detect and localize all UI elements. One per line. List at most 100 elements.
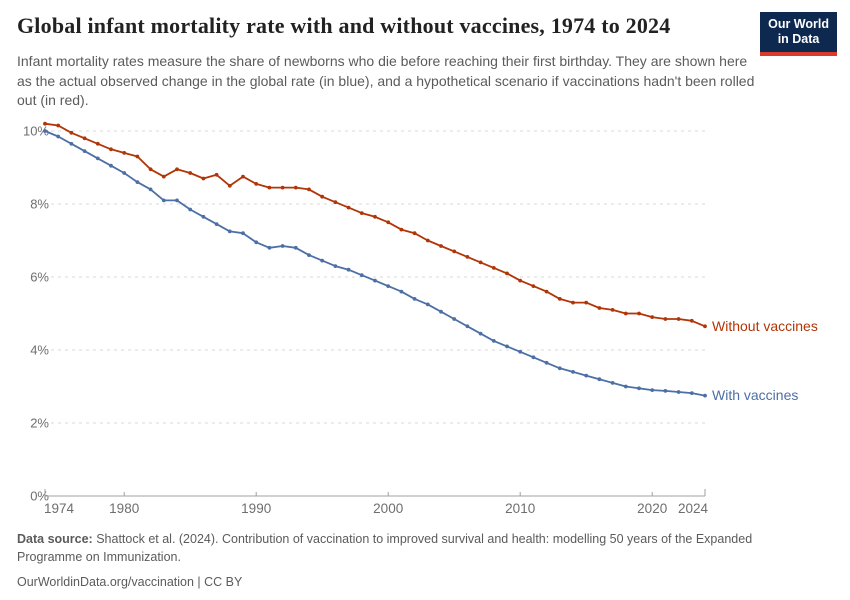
data-point-with-vaccines (43, 129, 47, 133)
data-point-with-vaccines (505, 344, 509, 349)
chart-title: Global infant mortality rate with and wi… (17, 13, 671, 38)
data-point-with-vaccines (531, 355, 536, 360)
data-point-without-vaccines (188, 171, 193, 175)
data-point-with-vaccines (439, 309, 443, 314)
data-point-with-vaccines (412, 297, 417, 301)
data-point-without-vaccines (43, 121, 47, 126)
data-point-with-vaccines (280, 244, 285, 248)
data-point-with-vaccines (148, 187, 153, 192)
data-point-with-vaccines (399, 289, 404, 294)
chart-footer: Data source: Shattock et al. (2024). Con… (17, 530, 775, 591)
data-point-with-vaccines (359, 273, 364, 278)
data-point-with-vaccines (465, 324, 470, 329)
data-point-without-vaccines (478, 260, 483, 265)
data-point-with-vaccines (610, 381, 615, 385)
data-point-with-vaccines (109, 163, 113, 168)
x-tick-label: 2020 (637, 501, 667, 516)
data-point-without-vaccines (597, 306, 602, 310)
y-tick-label: 2% (30, 416, 49, 431)
data-point-without-vaccines (531, 284, 536, 288)
data-point-without-vaccines (161, 174, 166, 179)
data-point-without-vaccines (69, 130, 74, 135)
x-tick-label: 2024 (678, 501, 709, 516)
data-point-without-vaccines (544, 289, 549, 294)
data-point-without-vaccines (320, 194, 325, 199)
data-point-with-vaccines (267, 245, 272, 250)
data-point-without-vaccines (333, 200, 338, 205)
data-point-without-vaccines (359, 211, 364, 215)
data-point-with-vaccines (597, 377, 602, 382)
data-point-with-vaccines (161, 198, 166, 203)
data-point-with-vaccines (56, 134, 61, 139)
data-point-without-vaccines (135, 154, 140, 159)
data-point-with-vaccines (584, 373, 589, 378)
data-point-without-vaccines (109, 147, 113, 152)
data-point-without-vaccines (175, 167, 179, 172)
attribution-line: OurWorldinData.org/vaccination | CC BY (17, 573, 775, 591)
data-point-without-vaccines (623, 311, 628, 316)
data-point-with-vaccines (241, 231, 245, 236)
data-point-with-vaccines (703, 393, 707, 398)
data-point-without-vaccines (584, 300, 589, 305)
data-point-with-vaccines (518, 349, 523, 354)
owid-logo[interactable]: Our World in Data (760, 12, 837, 56)
data-point-without-vaccines (637, 311, 641, 316)
chart-subtitle: Infant mortality rates measure the share… (17, 53, 755, 109)
data-point-with-vaccines (122, 171, 127, 175)
data-point-with-vaccines (557, 366, 562, 371)
data-point-with-vaccines (544, 360, 549, 365)
data-point-without-vaccines (267, 185, 272, 190)
data-point-with-vaccines (650, 388, 655, 392)
data-point-without-vaccines (386, 220, 391, 225)
y-tick-label: 4% (30, 343, 49, 358)
line-chart: 0%2%4%6%8%10%1974 1980 1990 2000 2010 2020 202… (23, 121, 818, 516)
owid-url-link[interactable]: OurWorldinData.org/vaccination (17, 575, 194, 590)
data-point-without-vaccines (201, 176, 206, 181)
data-point-with-vaccines (95, 156, 100, 161)
data-point-without-vaccines (505, 271, 509, 276)
x-tick-label: 1980 (109, 501, 139, 516)
data-point-without-vaccines (465, 255, 470, 259)
data-point-with-vaccines (452, 317, 457, 321)
data-point-without-vaccines (425, 238, 430, 243)
data-point-with-vaccines (227, 229, 232, 234)
y-tick-label: 6% (30, 270, 49, 285)
data-point-without-vaccines (663, 317, 668, 321)
data-point-without-vaccines (241, 174, 245, 179)
data-point-with-vaccines (201, 214, 206, 219)
data-point-without-vaccines (346, 205, 351, 210)
data-source-line: Data source: Shattock et al. (2024). Con… (17, 530, 775, 566)
data-point-without-vaccines (214, 172, 219, 177)
x-tick-label: 1990 (241, 501, 271, 516)
data-point-without-vaccines (571, 300, 575, 305)
data-point-without-vaccines (412, 231, 417, 236)
data-point-without-vaccines (676, 317, 681, 321)
data-point-with-vaccines (571, 370, 575, 374)
data-point-with-vaccines (623, 384, 628, 389)
data-point-with-vaccines (333, 264, 338, 268)
data-point-without-vaccines (82, 136, 87, 141)
data-point-with-vaccines (373, 278, 377, 283)
series-label-with-vaccines: With vaccines (712, 387, 798, 403)
data-point-without-vaccines (307, 187, 311, 192)
x-tick-label: 2000 (373, 501, 403, 516)
x-tick-label: 2010 (505, 501, 535, 516)
data-point-without-vaccines (122, 151, 127, 155)
data-point-with-vaccines (214, 222, 219, 226)
x-tick-label: 1974 (44, 501, 75, 516)
data-point-with-vaccines (254, 240, 259, 245)
data-point-with-vaccines (346, 267, 351, 272)
data-point-with-vaccines (491, 339, 496, 343)
data-point-without-vaccines (491, 266, 496, 270)
data-point-with-vaccines (69, 141, 74, 146)
data-point-without-vaccines (703, 324, 707, 329)
data-point-with-vaccines (478, 331, 483, 336)
data-point-with-vaccines (320, 258, 325, 263)
data-point-without-vaccines (557, 297, 562, 301)
data-point-without-vaccines (399, 227, 404, 232)
data-point-without-vaccines (148, 167, 153, 172)
y-tick-label: 8% (30, 197, 49, 212)
data-point-with-vaccines (663, 389, 668, 393)
data-point-with-vaccines (293, 245, 298, 250)
data-source-label: Data source: (17, 532, 93, 546)
